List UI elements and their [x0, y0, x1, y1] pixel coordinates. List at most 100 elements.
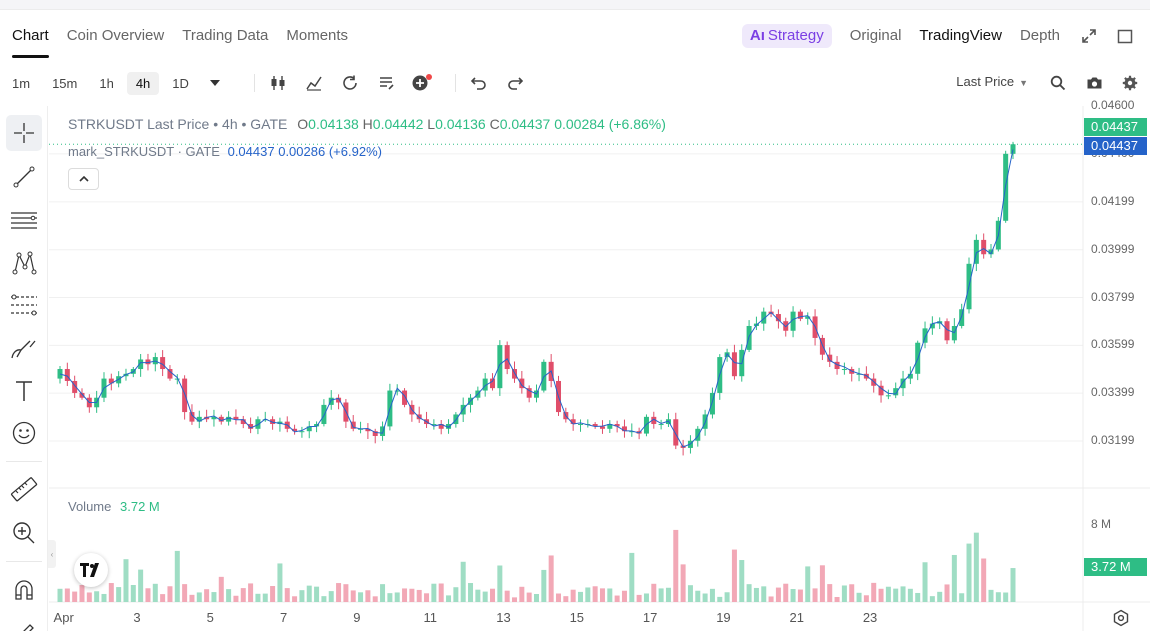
volume-bar	[929, 596, 935, 602]
volume-bar	[145, 588, 151, 602]
emoji-icon[interactable]	[6, 415, 42, 451]
candle-body	[900, 378, 906, 389]
undo-icon[interactable]	[466, 70, 492, 96]
tab-chart[interactable]: Chart	[12, 14, 49, 58]
volume-bar	[358, 592, 364, 602]
mark-legend: mark_STRKUSDT · GATE 0.04437 0.00286 (+6…	[68, 144, 382, 159]
time-axis-label: 19	[716, 610, 731, 625]
candle-body	[790, 311, 796, 331]
price-chart[interactable]	[49, 106, 1150, 631]
volume-bar	[468, 583, 474, 602]
redo-icon[interactable]	[502, 70, 528, 96]
timeframe-1h[interactable]: 1h	[99, 75, 114, 91]
volume-bar	[130, 584, 136, 602]
drawing-toolbar	[0, 106, 48, 631]
trend-line-icon[interactable]	[6, 159, 42, 195]
volume-bar	[849, 584, 855, 602]
volume-bar	[1010, 568, 1016, 602]
volume-bar	[585, 587, 591, 602]
search-icon[interactable]	[1046, 71, 1070, 95]
volume-bar	[152, 583, 158, 602]
legend-low: 0.04136	[435, 116, 486, 132]
crosshair-icon[interactable]	[6, 115, 42, 151]
volume-bar	[687, 585, 693, 602]
scale-settings-icon[interactable]	[1111, 608, 1131, 628]
collapse-toolbar-icon[interactable]: ‹	[48, 540, 56, 568]
legend-open: 0.04138	[308, 116, 359, 132]
mark-exchange: GATE	[185, 144, 220, 159]
add-icon[interactable]	[409, 70, 435, 96]
time-axis-label: 13	[496, 610, 511, 625]
volume-bar	[819, 565, 825, 602]
camera-icon[interactable]	[1082, 71, 1106, 95]
tab-moments[interactable]: Moments	[286, 27, 349, 44]
volume-bar	[482, 591, 488, 602]
candle-body	[834, 361, 840, 370]
timeframe-dropdown-icon[interactable]	[202, 70, 228, 96]
horizontal-lines-icon[interactable]	[6, 202, 42, 238]
candle-body	[248, 424, 254, 429]
timeframe-1d[interactable]: 1D	[172, 75, 189, 91]
time-axis-label: 5	[206, 610, 214, 625]
volume-bar	[643, 593, 649, 602]
volume-bar	[680, 564, 686, 602]
window-icon[interactable]	[1114, 25, 1136, 47]
volume-bar	[951, 554, 957, 602]
tab-tradingview[interactable]: TradingView	[919, 27, 1002, 44]
volume-bar	[995, 592, 1001, 602]
price-axis-label: 0.03199	[1091, 433, 1135, 447]
candle-body	[204, 416, 210, 420]
mark-change: 0.00286	[278, 144, 326, 159]
ruler-icon[interactable]	[6, 472, 42, 508]
timeframe-15m[interactable]: 15m	[52, 75, 78, 91]
candle-body	[592, 424, 598, 427]
volume-bar	[519, 586, 525, 602]
volume-bar	[108, 583, 114, 602]
volume-bar	[174, 550, 180, 602]
volume-bar	[306, 585, 312, 602]
legend-close: 0.04437	[499, 116, 551, 132]
legend-symbol: STRKUSDT Last Price	[68, 116, 210, 132]
collapse-legend-button[interactable]	[68, 168, 99, 190]
replay-icon[interactable]	[337, 70, 363, 96]
volume-bar	[959, 593, 965, 602]
tradingview-logo[interactable]	[74, 553, 108, 587]
zoom-in-icon[interactable]	[6, 515, 42, 551]
candle-body	[394, 390, 400, 392]
tab-depth[interactable]: Depth	[1019, 27, 1060, 44]
tab-trading-data[interactable]: Trading Data	[182, 27, 269, 44]
magnet-icon[interactable]	[6, 572, 42, 608]
volume-bar	[607, 588, 613, 602]
candle-body	[314, 424, 320, 427]
volume-bar	[834, 596, 840, 602]
fibonacci-icon[interactable]	[6, 287, 42, 323]
candle-type-icon[interactable]	[265, 70, 291, 96]
pattern-icon[interactable]	[6, 245, 42, 281]
price-type-select[interactable]: Last Price ▼	[956, 74, 1028, 89]
price-axis-label: 0.03399	[1091, 385, 1135, 400]
lock-drawing-icon[interactable]	[6, 611, 42, 631]
strategy-button[interactable]: Aı Strategy	[741, 24, 832, 48]
tab-coin-overview[interactable]: Coin Overview	[66, 27, 165, 44]
volume-bar	[460, 561, 466, 602]
brush-icon[interactable]	[6, 331, 42, 367]
indicators-icon[interactable]	[301, 70, 327, 96]
candle-body	[431, 424, 437, 426]
main-tabs: Chart Coin Overview Trading Data Moments…	[0, 14, 1150, 58]
gear-icon[interactable]	[1118, 71, 1142, 95]
timeframe-1m[interactable]: 1m	[12, 75, 31, 91]
volume-bar	[218, 576, 224, 602]
candle-body	[446, 424, 452, 429]
candle-body	[226, 416, 232, 422]
volume-bar	[768, 596, 774, 602]
templates-icon[interactable]	[373, 70, 399, 96]
volume-bar	[805, 566, 811, 602]
timeframe-4h[interactable]: 4h	[126, 71, 160, 95]
expand-icon[interactable]	[1078, 25, 1100, 47]
volume-bar	[314, 586, 320, 602]
volume-bar	[57, 588, 63, 602]
text-icon[interactable]	[6, 373, 42, 409]
volume-bar	[438, 583, 444, 602]
candle-body	[402, 390, 408, 405]
tab-original[interactable]: Original	[849, 27, 902, 44]
